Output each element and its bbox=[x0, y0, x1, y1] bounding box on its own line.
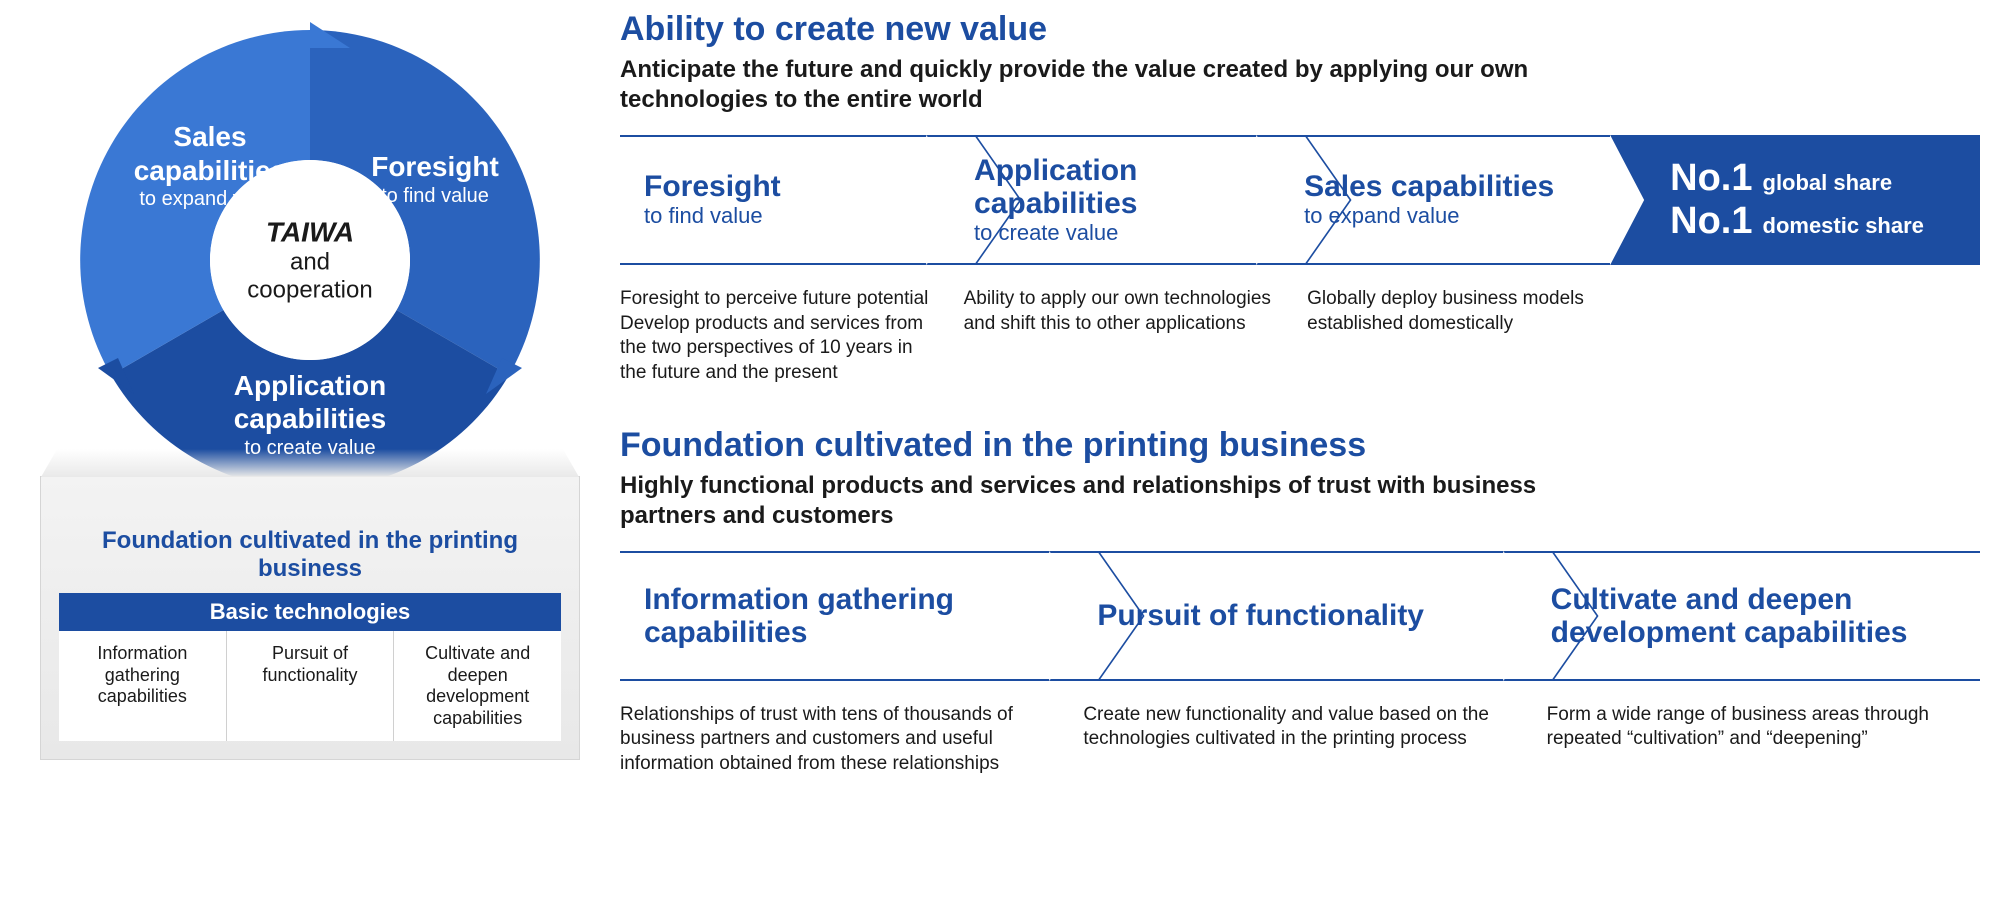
chev-info: Information gathering capabilities bbox=[620, 551, 1073, 681]
circle-center: TAIWA and cooperation bbox=[247, 216, 372, 303]
section1-sub: Anticipate the future and quickly provid… bbox=[620, 55, 1620, 115]
seg-sales-sub: to expand value bbox=[110, 187, 310, 211]
left-panel: Sales capabilities to expand value Fores… bbox=[30, 20, 590, 760]
desc: Create new functionality and value based… bbox=[1083, 703, 1516, 777]
desc bbox=[1651, 287, 1980, 386]
pedestal-cell: Cultivate and deepen development capabil… bbox=[394, 631, 561, 741]
pedestal-cell: Information gathering capabilities bbox=[59, 631, 227, 741]
pedestal-cells: Information gathering capabilities Pursu… bbox=[59, 631, 561, 741]
right-panel: Ability to create new value Anticipate t… bbox=[620, 10, 1980, 817]
pedestal-band: Basic technologies bbox=[59, 593, 561, 631]
seg-app-title: Application capabilities bbox=[200, 369, 420, 436]
seg-sales-title: Sales capabilities bbox=[110, 120, 310, 187]
desc-row-1: Foresight to perceive future potential D… bbox=[620, 287, 1980, 386]
seg-foresight-sub: to find value bbox=[350, 184, 520, 208]
circle-diagram: Sales capabilities to expand value Fores… bbox=[70, 20, 550, 500]
section2-sub: Highly functional products and services … bbox=[620, 471, 1620, 531]
chevron-row-1: Foresight to find value Application capa… bbox=[620, 135, 1980, 265]
endcap-no1: No.1global share No.1domestic share bbox=[1610, 135, 1980, 265]
pedestal: Foundation cultivated in the printing bu… bbox=[40, 476, 580, 760]
section2-title: Foundation cultivated in the printing bu… bbox=[620, 426, 1980, 465]
desc: Ability to apply our own technologies an… bbox=[964, 287, 1278, 386]
desc: Globally deploy business models establis… bbox=[1307, 287, 1621, 386]
section1-title: Ability to create new value bbox=[620, 10, 1980, 49]
pedestal-cell: Pursuit of functionality bbox=[227, 631, 395, 741]
desc-row-2: Relationships of trust with tens of thou… bbox=[620, 703, 1980, 777]
desc: Foresight to perceive future potential D… bbox=[620, 287, 934, 386]
pedestal-title: Foundation cultivated in the printing bu… bbox=[59, 527, 561, 583]
desc: Relationships of trust with tens of thou… bbox=[620, 703, 1053, 777]
chevron-row-2: Information gathering capabilities Pursu… bbox=[620, 551, 1980, 681]
chev-foresight: Foresight to find value bbox=[620, 135, 950, 265]
desc: Form a wide range of business areas thro… bbox=[1547, 703, 1980, 777]
seg-foresight-title: Foresight bbox=[350, 150, 520, 184]
